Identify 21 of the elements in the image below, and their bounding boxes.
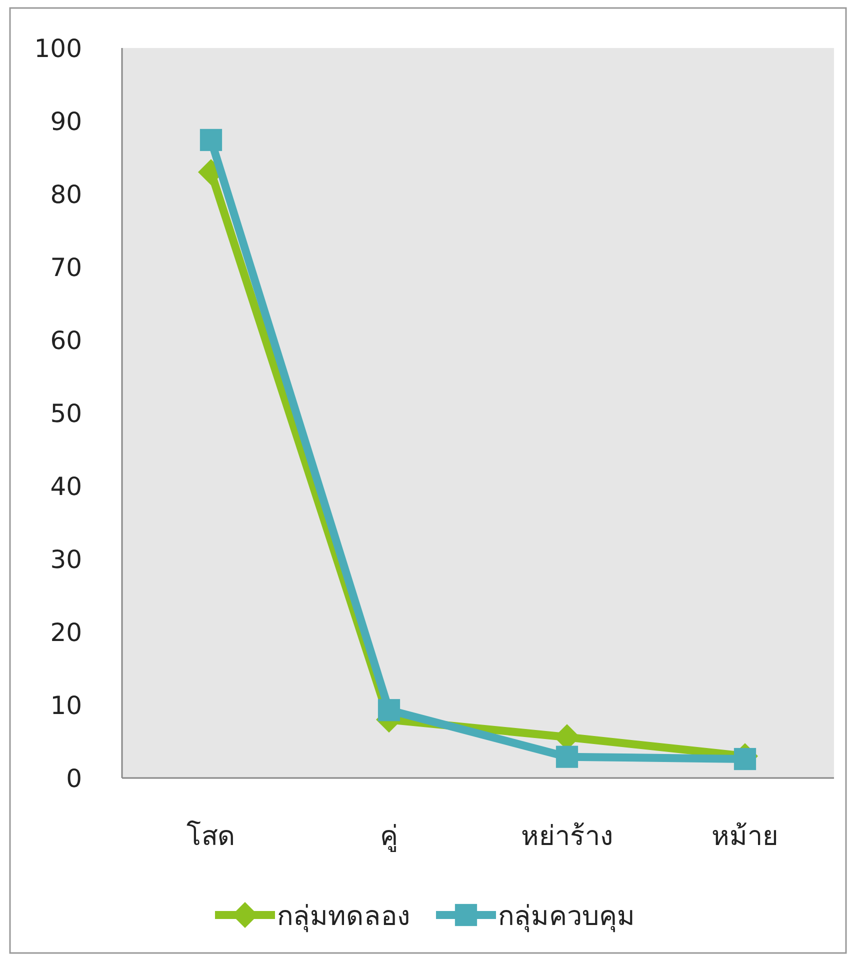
y-tick-label: 20 [50,618,82,647]
point [556,746,578,768]
point [200,128,222,152]
y-tick-label: 80 [50,180,82,209]
y-tick-label: 50 [50,399,82,428]
y-tick-label: 40 [50,472,82,501]
x-tick-label: โสด [186,821,236,852]
y-tick-label: 90 [50,107,82,136]
x-tick-label: หย่าร้าง [521,821,613,852]
y-tick-label: 60 [50,326,82,355]
y-tick-label: 0 [66,764,82,793]
y-tick-label: 10 [50,691,82,720]
point [734,748,756,770]
y-tick-label: 30 [50,545,82,574]
y-tick-label: 100 [34,34,82,63]
legend-label: กลุ่มควบคุม [498,901,635,933]
point [378,699,400,722]
y-tick-label: 70 [50,253,82,282]
legend-label: กลุ่มทดลอง [277,901,410,933]
x-tick-label: คู่ [380,821,398,852]
x-tick-label: หม้าย [712,821,778,852]
